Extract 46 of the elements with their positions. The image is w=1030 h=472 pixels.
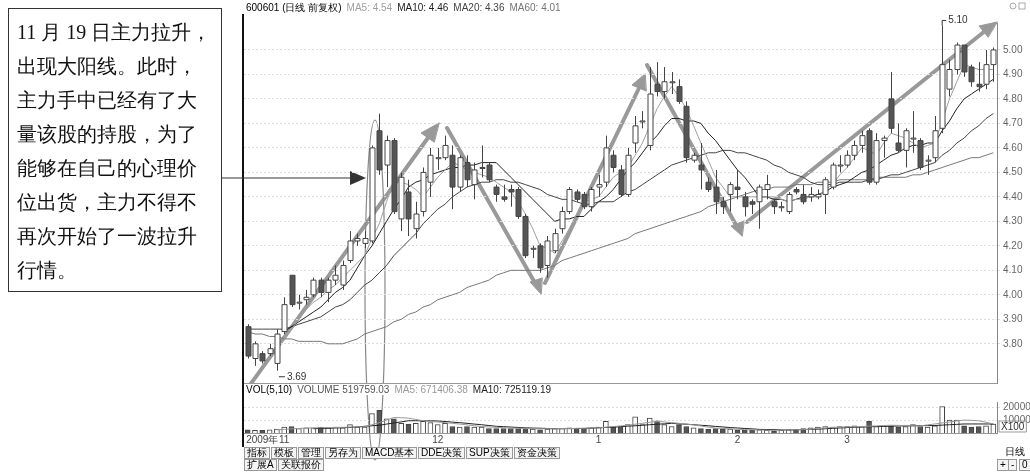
text: 另存为 [325,447,361,459]
text: DDE决策 [418,447,466,459]
chart-title: VOL(5,10) [246,384,293,395]
text: MA10: 4.46 [397,2,449,13]
y-tick-label: 4.00 [1003,288,1023,300]
y-tick-label: 4.60 [1003,141,1023,153]
text: 关联报价 [278,459,324,471]
text: SUP决策 [466,447,513,459]
annotation: 5.10 [948,14,969,26]
y-tick-label: 5.00 [1003,43,1023,55]
x-tick-label: 1 [595,433,602,445]
x-tick-label: 11 [279,433,290,445]
y-tick-label: 3.90 [1003,313,1023,325]
y-tick-label: 4.90 [1003,68,1023,80]
text: 管理 [298,447,324,459]
text: 扩展A [244,459,277,471]
y-tick-label: 4.70 [1003,117,1023,129]
y-tick-label: 4.10 [1003,264,1023,276]
text: 资金决策 [514,447,560,459]
text: MA20: 4.36 [453,2,505,13]
y-tick-label: 4.50 [1003,166,1023,178]
text: MACD基本 [362,447,418,459]
text: 日线 [1004,446,1026,457]
y-tick-label: 4.20 [1003,239,1023,251]
y-tick-label: 3.80 [1003,337,1023,349]
text: MA60: 4.01 [509,2,561,13]
text: MA5: 4.54 [346,2,393,13]
text: 模板 [271,447,297,459]
x-tick-label: 2 [734,433,741,445]
x-tick-label: 2009年 [246,433,279,445]
y-tick-label: 4.30 [1003,215,1023,227]
chart-title: 600601 (日线 前复权) [246,2,342,13]
text: MA5: 671406.38 [394,384,468,395]
series-label: VOLUME 519759.03 [297,384,390,395]
x-tick-label: 3 [844,433,851,445]
y-tick-label: 4.80 [1003,92,1023,104]
annotation: 3.69 [286,370,307,382]
text: MA10: 725119.19 [472,384,552,395]
text: - [1008,459,1018,471]
y-tick-label: 20000 [1003,400,1030,412]
text: 11 月 19 日主力拉升，出现大阳线。此时，主力手中已经有了大量该股的持股，为了能够在自己的心理价位出货，主力不得不再次开始了一波拉升行情。 [8,8,222,292]
text: 指标 [244,447,270,459]
text: 0 [1019,459,1030,471]
x-tick-label: 12 [432,433,444,445]
text: + [997,459,1009,471]
y-tick-label: 4.40 [1003,190,1023,202]
